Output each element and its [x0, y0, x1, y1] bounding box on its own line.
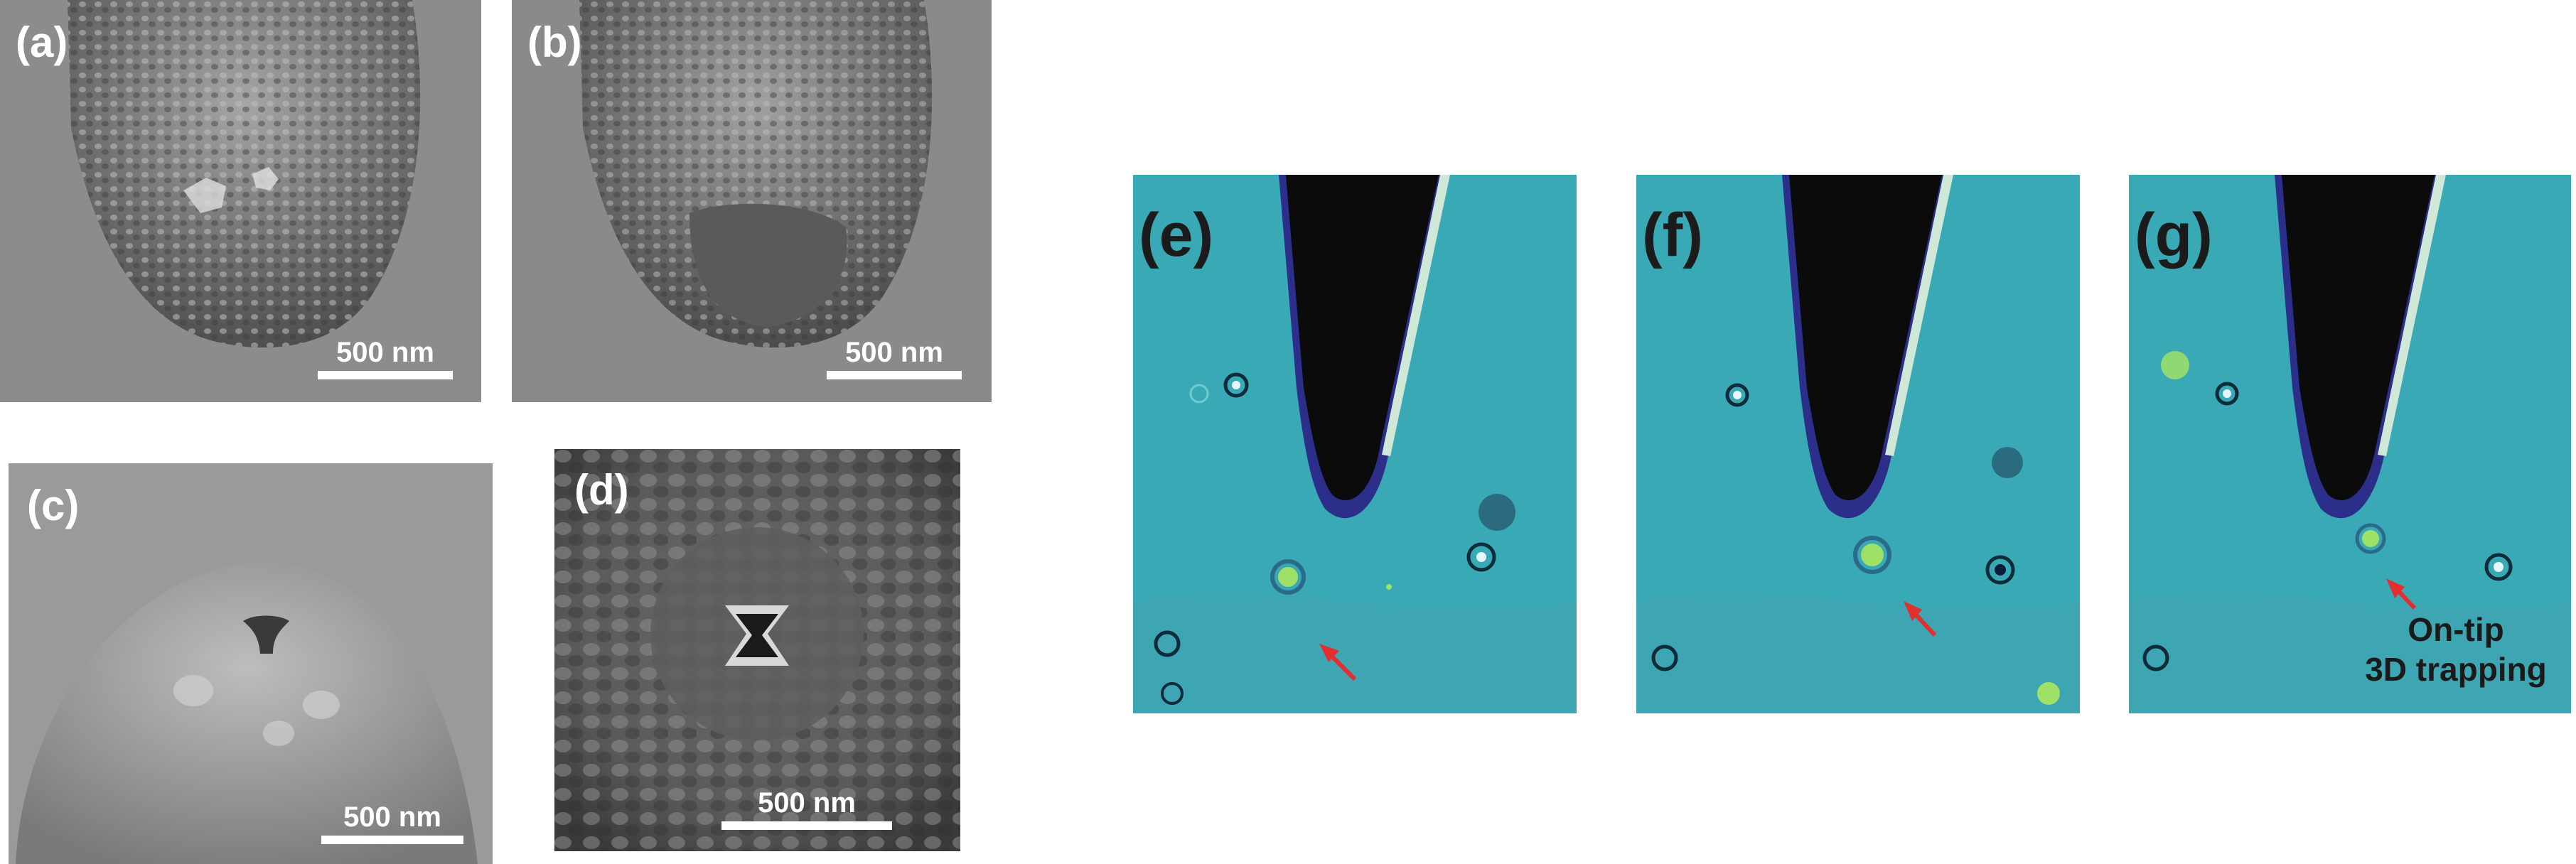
panel-label-d: (d) — [574, 466, 629, 514]
scale-bar-line-c — [321, 836, 463, 844]
sem-panel-c: (c) 500 nm — [9, 463, 493, 864]
panel-label-g: (g) — [2135, 201, 2213, 269]
annotation-line-1: On-tip — [2408, 611, 2504, 648]
optical-panel-e: (e) — [1133, 175, 1577, 713]
sem-panel-d: (d) 500 nm — [554, 449, 960, 851]
sem-image-d — [554, 449, 960, 851]
panel-label-e: (e) — [1139, 201, 1214, 269]
sem-image-a — [0, 0, 481, 402]
panel-label-c: (c) — [27, 482, 80, 529]
scale-bar-label-c: 500 nm — [343, 801, 441, 833]
optical-image-f — [1636, 175, 2080, 713]
scale-bar-b: 500 nm — [827, 338, 962, 379]
scale-bar-line-b — [827, 371, 962, 379]
scale-bar-line-d — [721, 821, 892, 830]
scale-bar-c: 500 nm — [321, 803, 463, 844]
optical-panel-f: (f) — [1636, 175, 2080, 713]
scale-bar-label-b: 500 nm — [845, 337, 943, 368]
panel-label-a: (a) — [16, 18, 68, 66]
sem-panel-b: (b) 500 nm — [512, 0, 992, 402]
scale-bar-a: 500 nm — [318, 338, 453, 379]
scale-bar-line-a — [318, 371, 453, 379]
scale-bar-label-a: 500 nm — [336, 337, 434, 368]
optical-image-g — [2129, 175, 2571, 713]
panel-label-f: (f) — [1642, 201, 1703, 269]
scale-bar-label-d: 500 nm — [758, 787, 856, 819]
on-tip-trapping-annotation: On-tip 3D trapping — [2342, 610, 2570, 689]
annotation-line-2: 3D trapping — [2365, 651, 2547, 688]
sem-panel-a: (a) 500 nm — [0, 0, 481, 402]
optical-image-e — [1133, 175, 1577, 713]
sem-image-c — [9, 463, 493, 864]
panel-label-b: (b) — [527, 18, 582, 66]
optical-panel-g: (g) On-tip 3D trapping — [2129, 175, 2571, 713]
sem-image-b — [512, 0, 992, 402]
scale-bar-d: 500 nm — [721, 789, 892, 830]
